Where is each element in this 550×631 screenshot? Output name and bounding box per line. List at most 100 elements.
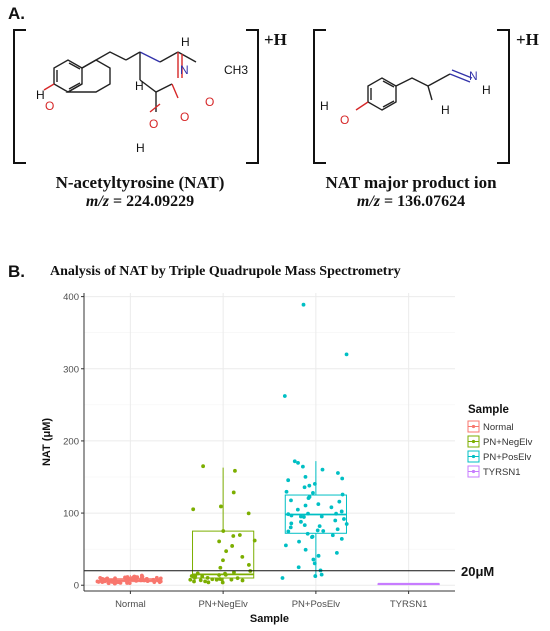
data-point [231, 534, 236, 538]
data-point [286, 512, 291, 517]
data-point [191, 507, 196, 512]
data-point [240, 554, 245, 559]
data-point [288, 525, 293, 530]
atom-h-carbon: H [441, 103, 450, 117]
data-point [219, 504, 223, 509]
data-point [292, 459, 297, 464]
data-point [200, 574, 205, 579]
data-point [319, 514, 324, 519]
data-point [295, 507, 300, 512]
data-point [220, 580, 225, 585]
data-point [231, 490, 236, 495]
x-tick-label: Normal [115, 599, 146, 610]
data-point [218, 565, 223, 570]
right-bracket-2 [497, 29, 510, 164]
data-point [151, 577, 156, 582]
atom-o-amide: O [205, 95, 214, 109]
data-point [329, 505, 334, 510]
data-point [156, 578, 161, 583]
data-point [317, 524, 322, 529]
atom-h-carboxyl: H [136, 141, 145, 155]
data-point [193, 574, 198, 578]
data-point [96, 580, 101, 584]
data-point [100, 576, 105, 581]
legend-label: PN+NegElv [483, 437, 533, 448]
x-tick-label: PN+PosElv [292, 599, 341, 610]
data-point [334, 511, 338, 516]
data-point [302, 485, 307, 490]
x-tick-label: TYRSN1 [390, 599, 427, 610]
legend-label: Normal [483, 422, 514, 433]
data-point [282, 394, 287, 398]
data-point [229, 577, 234, 582]
data-point [210, 577, 215, 582]
data-point [237, 533, 242, 537]
data-point [246, 511, 251, 516]
charge-label-2: +H [516, 30, 539, 49]
reference-line: 20μM [84, 564, 494, 579]
data-point [335, 527, 340, 532]
legend-key-point [471, 439, 476, 444]
data-point [300, 464, 305, 469]
data-point [344, 352, 349, 357]
reference-line-label: 20μM [461, 564, 494, 579]
legend-key-point [471, 469, 476, 474]
data-point [296, 565, 301, 570]
left-bracket-1 [13, 29, 26, 164]
legend: Sample Normal PN+NegElv PN+PosElv TYRSN1 [467, 404, 533, 478]
data-point [135, 575, 140, 580]
data-point [321, 529, 326, 533]
legend-key-point [471, 424, 476, 429]
data-point [336, 471, 340, 475]
data-point [192, 579, 196, 584]
data-point [339, 536, 344, 541]
atom-o-phenol: O [45, 99, 54, 113]
atom-h-phenol: H [36, 88, 45, 102]
atom-h-alpha: H [135, 79, 144, 93]
data-point [305, 531, 310, 536]
charge-label-1: +H [264, 30, 287, 49]
data-point [342, 517, 346, 521]
atom-h-amine: H [181, 35, 190, 49]
data-point [217, 573, 221, 577]
atom-o-carbonyl: O [180, 110, 189, 124]
data-point [301, 302, 306, 307]
data-point [286, 478, 291, 483]
boxes [99, 461, 440, 586]
box-pn-negelv [192, 530, 255, 579]
data-point [334, 550, 339, 555]
right-bracket-1 [246, 29, 259, 164]
data-point [286, 529, 291, 534]
data-point [198, 578, 203, 583]
data-point [130, 575, 135, 580]
data-point [221, 558, 225, 563]
left-bracket-2 [313, 29, 326, 164]
y-tick-label: 300 [63, 364, 79, 375]
data-point [201, 464, 205, 469]
data-point [230, 544, 235, 548]
x-axis-title: Sample [250, 613, 289, 625]
panel-a-label: A. [8, 4, 25, 23]
data-point [203, 579, 208, 584]
data-point [312, 482, 317, 486]
data-point [116, 580, 121, 585]
data-point [188, 577, 193, 582]
data-point [311, 491, 315, 495]
data-point [214, 577, 219, 582]
data-point [280, 576, 285, 580]
y-tick-label: 200 [63, 436, 79, 447]
plot-background [84, 293, 455, 591]
atom-n-imine: N [469, 69, 478, 83]
legend-label: TYRSN1 [483, 467, 520, 478]
data-point [103, 577, 108, 582]
data-point [221, 529, 226, 533]
atom-h-imine: H [482, 83, 491, 97]
data-point [113, 576, 117, 581]
molecule-1-mz: m/z = 224.09229 [85, 193, 195, 210]
legend-key-point [471, 454, 476, 459]
data-point [139, 577, 143, 582]
nat-molecule [43, 51, 197, 113]
data-point [340, 476, 345, 481]
data-point [330, 533, 335, 538]
y-tick-label: 0 [74, 581, 79, 592]
